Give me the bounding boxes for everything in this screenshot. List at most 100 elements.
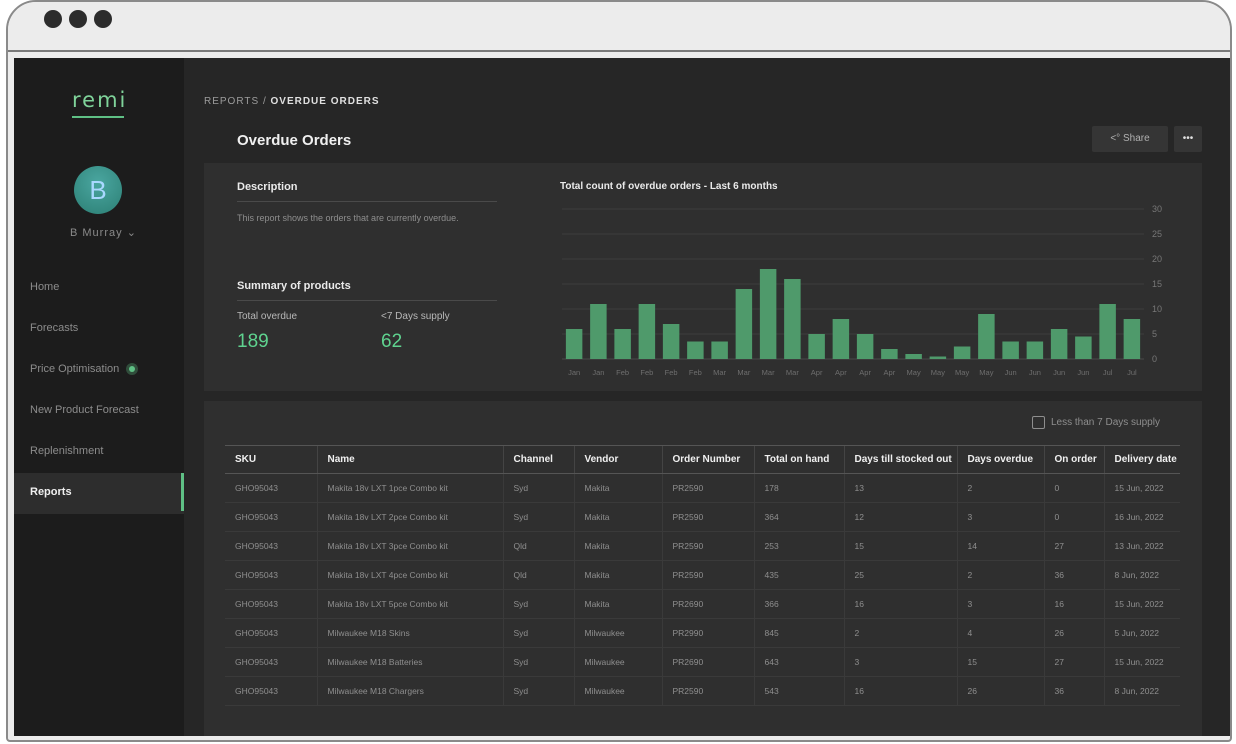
sidebar-item-replenishment[interactable]: Replenishment xyxy=(14,432,184,473)
bar[interactable] xyxy=(929,356,947,360)
app-screen: remi B B Murray ⌄ Home Forecasts Price O… xyxy=(14,58,1230,736)
y-tick-label: 10 xyxy=(1152,304,1162,314)
bar[interactable] xyxy=(1026,341,1044,360)
sidebar-item-reports[interactable]: Reports xyxy=(14,473,184,514)
sidebar: remi B B Murray ⌄ Home Forecasts Price O… xyxy=(14,58,184,736)
column-header[interactable]: Delivery date xyxy=(1103,445,1180,474)
window-maximize-dot[interactable] xyxy=(94,10,112,28)
table-row[interactable]: GHO95043 Makita 18v LXT 2pce Combo kit Syd… xyxy=(225,502,1180,532)
table-cell: PR2690 xyxy=(661,647,754,677)
table-cell: GHO95043 xyxy=(225,473,317,503)
column-header[interactable]: On order xyxy=(1043,445,1104,474)
sidebar-nav: Home Forecasts Price Optimisation New Pr… xyxy=(14,268,184,514)
table-row[interactable]: GHO95043 Makita 18v LXT 4pce Combo kit Qld… xyxy=(225,560,1180,590)
y-tick-label: 25 xyxy=(1152,229,1162,239)
table-cell: 178 xyxy=(753,473,844,503)
bar[interactable] xyxy=(1099,304,1116,359)
bar[interactable] xyxy=(1050,329,1068,359)
more-options-button[interactable]: ••• xyxy=(1174,126,1202,152)
breadcrumb-parent[interactable]: REPORTS / xyxy=(204,96,267,107)
bar[interactable] xyxy=(1002,341,1019,360)
table-cell: 3 xyxy=(843,647,957,677)
app-logo[interactable]: remi xyxy=(72,88,128,112)
table-cell: GHO95043 xyxy=(225,676,317,706)
table-row[interactable]: GHO95043 Makita 18v LXT 3pce Combo kit Qld… xyxy=(225,531,1180,561)
table-cell: GHO95043 xyxy=(225,647,317,677)
sidebar-item-price-optimisation[interactable]: Price Optimisation xyxy=(14,350,184,391)
sidebar-item-forecasts[interactable]: Forecasts xyxy=(14,309,184,350)
share-button[interactable]: <° Share xyxy=(1092,126,1168,152)
bar[interactable] xyxy=(638,304,656,359)
table-row[interactable]: GHO95043 Makita 18v LXT 1pce Combo kit Syd… xyxy=(225,473,1180,503)
column-header[interactable]: Order Number xyxy=(661,445,754,474)
table-cell: 364 xyxy=(753,502,844,532)
table-cell: 0 xyxy=(1043,473,1104,503)
bar[interactable] xyxy=(565,329,583,359)
bar[interactable] xyxy=(1123,319,1141,359)
table-cell: 253 xyxy=(753,531,844,561)
table-cell: 2 xyxy=(843,618,957,648)
bar[interactable] xyxy=(808,334,825,359)
less-than-7-days-filter[interactable]: Less than 7 Days supply xyxy=(1032,416,1160,429)
table-cell: Makita xyxy=(573,589,662,619)
bar[interactable] xyxy=(832,319,850,359)
notification-dot-icon xyxy=(129,366,136,373)
column-header[interactable]: Total on hand xyxy=(753,445,844,474)
bar[interactable] xyxy=(687,341,704,360)
table-row[interactable]: GHO95043 Milwaukee M18 Skins Syd Milwaukee P… xyxy=(225,618,1180,648)
bar[interactable] xyxy=(614,329,631,359)
bar[interactable] xyxy=(662,324,680,359)
chart-title: Total count of overdue orders - Last 6 m… xyxy=(560,181,778,192)
table-row[interactable]: GHO95043 Milwaukee M18 Batteries Syd Milwau… xyxy=(225,647,1180,677)
browser-title-bar xyxy=(8,2,1230,52)
column-header[interactable]: Days overdue xyxy=(956,445,1044,474)
bar[interactable] xyxy=(784,279,801,359)
column-header[interactable]: Vendor xyxy=(573,445,662,474)
table-cell: PR2590 xyxy=(661,473,754,503)
sidebar-item-home[interactable]: Home xyxy=(14,268,184,309)
column-header[interactable]: Days till stocked out xyxy=(843,445,957,474)
sidebar-item-new-product-forecast[interactable]: New Product Forecast xyxy=(14,391,184,432)
table-row[interactable]: GHO95043 Makita 18v LXT 5pce Combo kit Syd… xyxy=(225,589,1180,619)
y-tick-label: 20 xyxy=(1152,254,1162,264)
table-cell: Syd xyxy=(502,589,574,619)
x-tick-label: Jun xyxy=(1005,368,1017,377)
bar[interactable] xyxy=(1075,336,1092,360)
table-cell: GHO95043 xyxy=(225,531,317,561)
y-tick-label: 0 xyxy=(1152,354,1157,364)
column-header[interactable]: SKU xyxy=(225,445,317,474)
bar[interactable] xyxy=(978,314,995,359)
bar[interactable] xyxy=(905,354,922,359)
table-cell: Syd xyxy=(502,676,574,706)
bar[interactable] xyxy=(711,341,728,360)
table-row[interactable]: GHO95043 Milwaukee M18 Chargers Syd Milwauk… xyxy=(225,676,1180,706)
filter-label: Less than 7 Days supply xyxy=(1051,417,1160,428)
column-header[interactable]: Channel xyxy=(502,445,574,474)
window-minimize-dot[interactable] xyxy=(69,10,87,28)
x-tick-label: Feb xyxy=(689,368,702,377)
column-header[interactable]: Name xyxy=(316,445,503,474)
user-menu[interactable]: B Murray ⌄ xyxy=(70,226,137,239)
description-text: This report shows the orders that are cu… xyxy=(237,213,459,223)
bar[interactable] xyxy=(881,349,898,359)
table-cell: Makita 18v LXT 4pce Combo kit xyxy=(316,560,503,590)
table-cell: Milwaukee M18 Batteries xyxy=(316,647,503,677)
x-tick-label: Feb xyxy=(640,368,653,377)
table-cell: 643 xyxy=(753,647,844,677)
avatar[interactable]: B xyxy=(74,166,122,214)
window-close-dot[interactable] xyxy=(44,10,62,28)
x-tick-label: Feb xyxy=(665,368,678,377)
checkbox[interactable] xyxy=(1032,416,1045,429)
bar[interactable] xyxy=(735,289,753,359)
bar[interactable] xyxy=(953,346,971,360)
table-cell: 435 xyxy=(753,560,844,590)
bar[interactable] xyxy=(856,334,874,359)
bar[interactable] xyxy=(590,304,607,359)
table-cell: Makita xyxy=(573,473,662,503)
table-cell: 16 xyxy=(1043,589,1104,619)
bar[interactable] xyxy=(759,269,777,359)
table-cell: Makita xyxy=(573,502,662,532)
sidebar-item-label: Price Optimisation xyxy=(30,363,120,375)
table-cell: 15 Jun, 2022 xyxy=(1103,589,1180,619)
breadcrumb-current: OVERDUE ORDERS xyxy=(270,96,380,107)
